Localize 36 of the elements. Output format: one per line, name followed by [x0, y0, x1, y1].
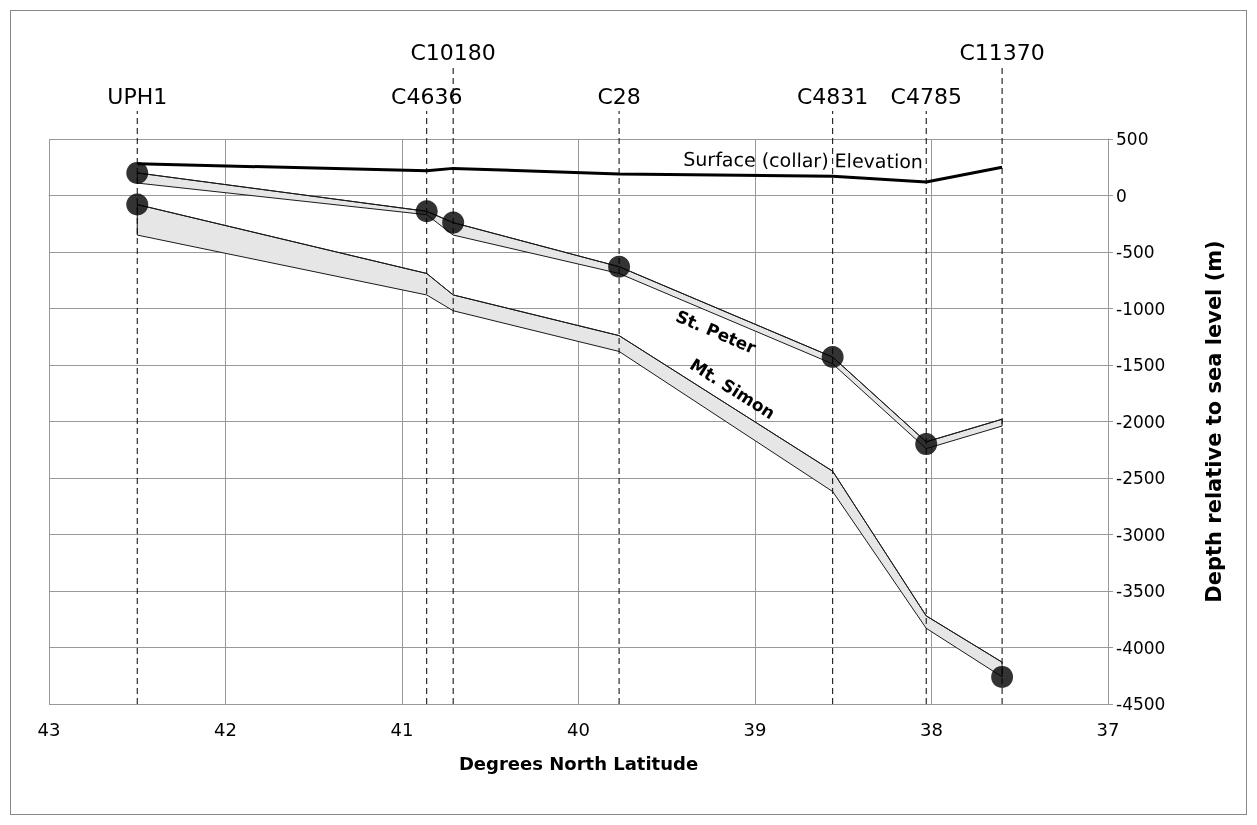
- y-axis-title: Depth relative to sea level (m): [1201, 240, 1226, 603]
- point: [126, 193, 149, 216]
- ref-line-label: C4785: [890, 83, 962, 109]
- point: [991, 665, 1014, 688]
- y-tick-label: -3500: [1116, 581, 1166, 601]
- x-axis-title: Degrees North Latitude: [458, 752, 699, 774]
- x-tick-label: 40: [567, 718, 590, 740]
- y-tick-label: -2500: [1116, 468, 1166, 488]
- y-tick-label: -1500: [1116, 355, 1166, 375]
- series-label: Surface (collar) Elevation: [683, 147, 924, 173]
- x-tick-label: 43: [37, 718, 61, 740]
- ref-line-label: C28: [597, 83, 641, 109]
- y-tick-label: -3000: [1116, 524, 1166, 545]
- ref-line-label: C4636: [391, 83, 463, 109]
- y-tick-label: -2000: [1116, 411, 1166, 432]
- x-tick-label: 39: [743, 718, 767, 740]
- y-tick-label: -1000: [1116, 298, 1166, 319]
- ref-line-label: UPH1: [107, 83, 168, 109]
- point: [915, 433, 938, 456]
- x-tick-label: 41: [390, 718, 414, 740]
- y-tick-label: 500: [1116, 129, 1149, 149]
- ref-line-label: C11370: [959, 39, 1045, 65]
- x-tick-label: 38: [920, 718, 943, 740]
- ref-line-label: C4831: [796, 83, 869, 109]
- x-tick-label: 37: [1096, 718, 1120, 740]
- point: [608, 255, 631, 278]
- y-tick-label: -4500: [1116, 694, 1166, 714]
- point: [415, 200, 438, 223]
- x-tick-label: 42: [214, 718, 237, 740]
- ref-line-label: C10180: [410, 39, 496, 65]
- y-tick-label: -4000: [1116, 637, 1166, 658]
- y-tick-label: 0: [1116, 185, 1127, 206]
- y-tick-label: -500: [1116, 242, 1155, 262]
- point: [821, 346, 844, 369]
- point: [442, 211, 465, 234]
- point: [126, 161, 149, 184]
